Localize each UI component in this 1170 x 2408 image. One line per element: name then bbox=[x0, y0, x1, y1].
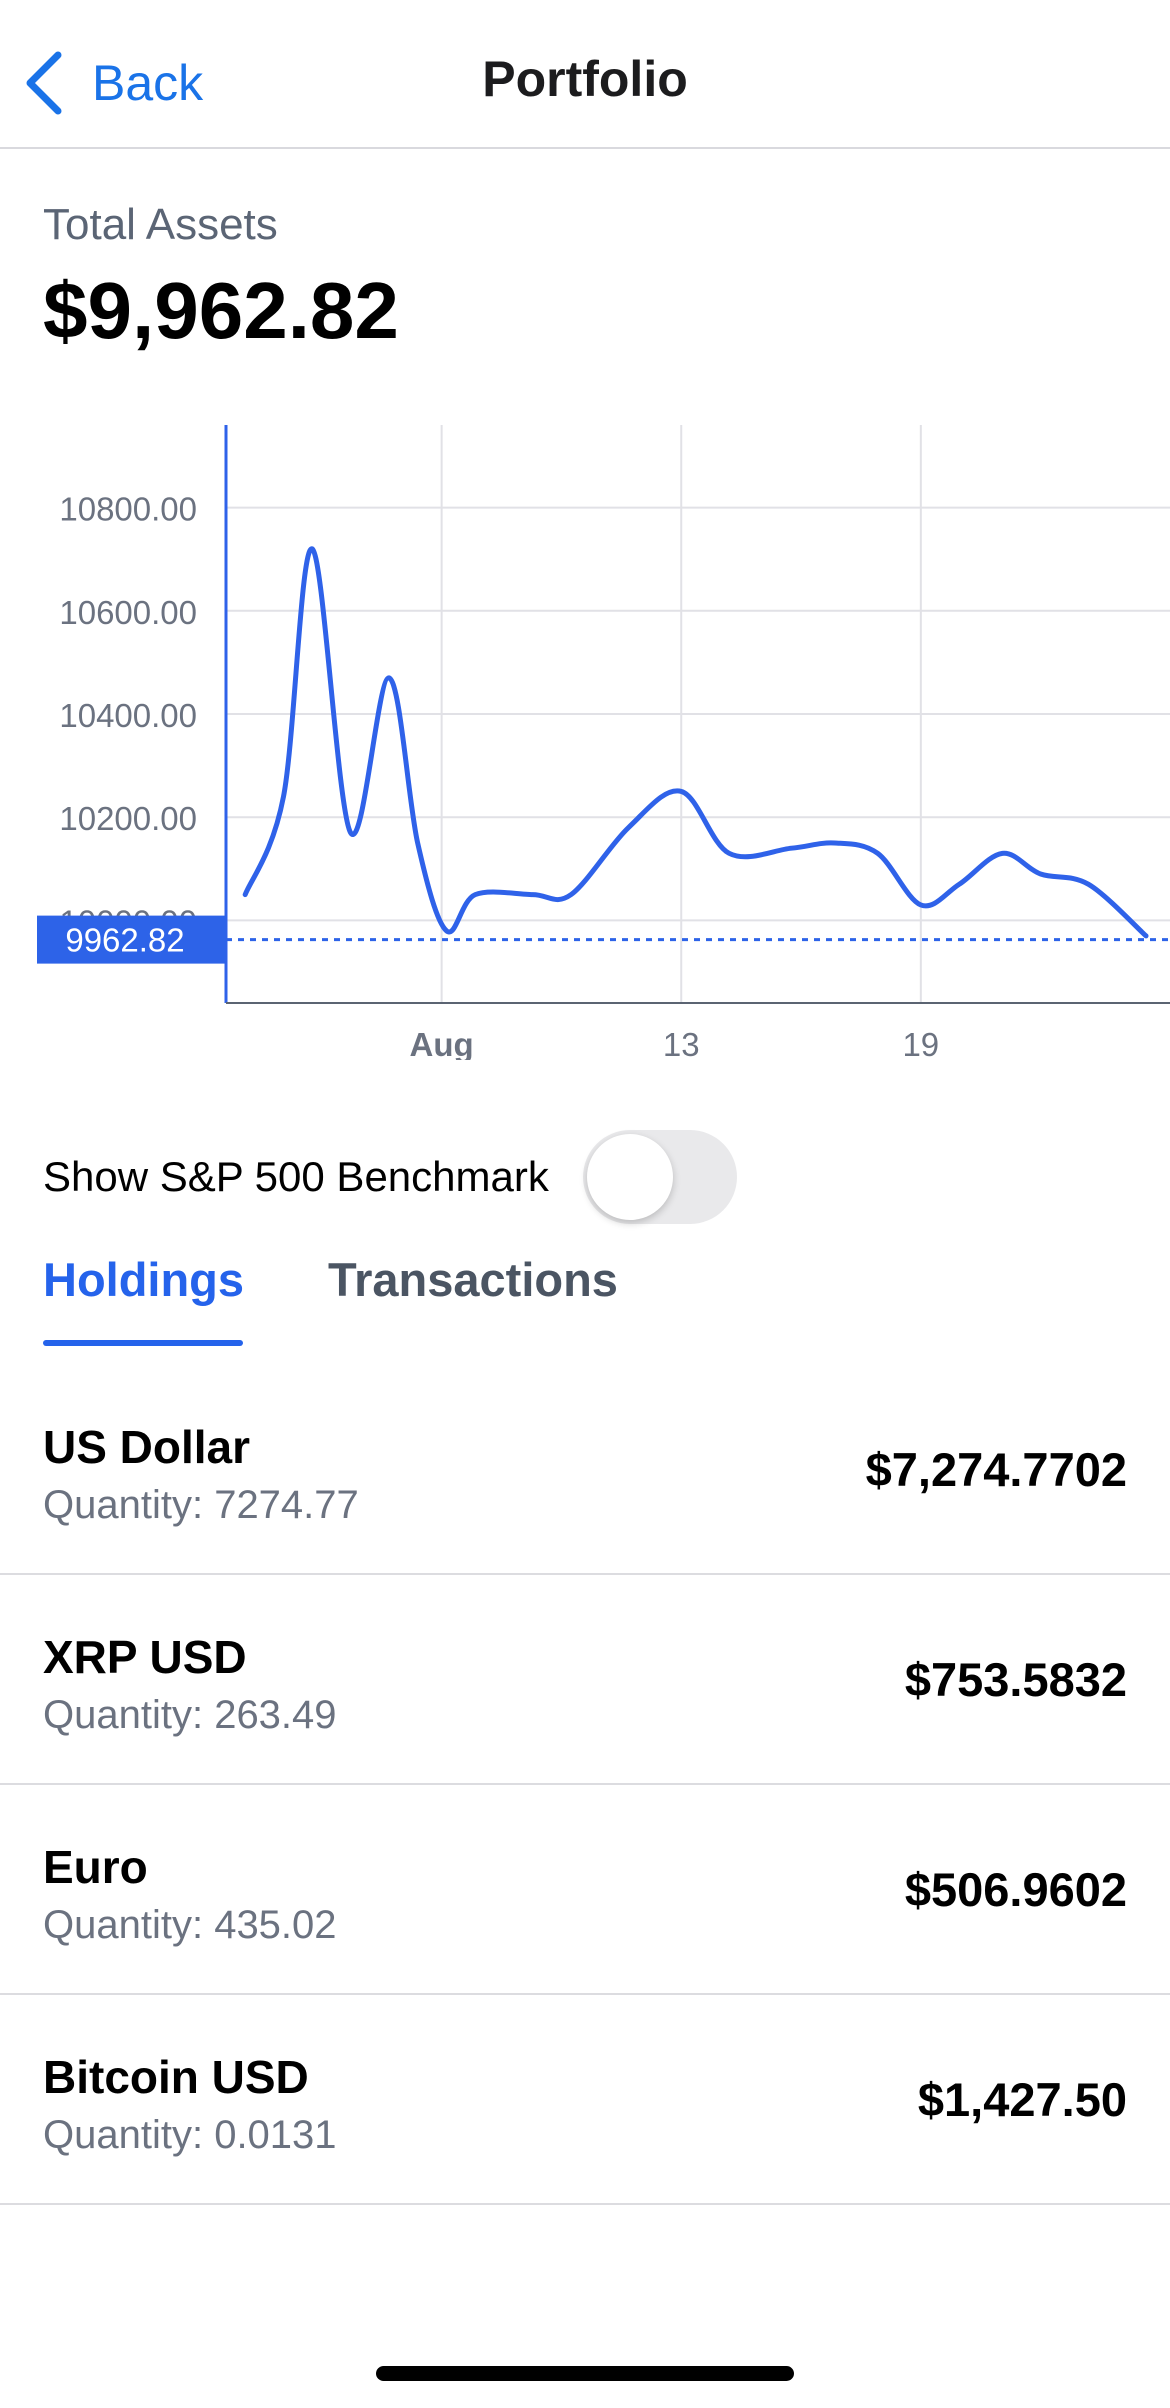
benchmark-toggle[interactable] bbox=[583, 1130, 737, 1224]
holding-name: Bitcoin USD bbox=[43, 2051, 309, 2103]
holding-quantity: Quantity: 7274.77 bbox=[43, 1483, 359, 1527]
holding-quantity: Quantity: 0.0131 bbox=[43, 2113, 337, 2157]
back-button[interactable]: Back bbox=[22, 48, 203, 118]
portfolio-series-line bbox=[242, 546, 1149, 939]
chevron-left-icon bbox=[26, 51, 62, 115]
holding-name: US Dollar bbox=[43, 1421, 251, 1473]
holding-row-bitcoin-usd[interactable]: Bitcoin USD Quantity: 0.0131 $1,427.50 bbox=[0, 1995, 1170, 2205]
holding-row-us-dollar[interactable]: US Dollar Quantity: 7274.77 $7,274.7702 bbox=[0, 1365, 1170, 1575]
portfolio-chart[interactable]: 10800.0010600.0010400.0010200.0010000.00… bbox=[0, 420, 1170, 1060]
benchmark-toggle-row: Show S&P 500 Benchmark bbox=[43, 1130, 1143, 1226]
total-assets-label: Total Assets bbox=[43, 200, 278, 249]
holdings-list: US Dollar Quantity: 7274.77 $7,274.7702 … bbox=[0, 1365, 1170, 2205]
tab-transactions[interactable]: Transactions bbox=[328, 1253, 618, 1306]
tab-holdings[interactable]: Holdings bbox=[43, 1253, 245, 1306]
holding-row-euro[interactable]: Euro Quantity: 435.02 $506.9602 bbox=[0, 1785, 1170, 1995]
holding-value: $506.9602 bbox=[904, 1863, 1127, 1916]
current-value-badge bbox=[37, 915, 226, 964]
holding-name: Euro bbox=[43, 1841, 148, 1893]
page-title: Portfolio bbox=[482, 51, 688, 107]
toggle-knob bbox=[587, 1134, 673, 1220]
back-label: Back bbox=[92, 55, 204, 111]
navigation-bar: Back Portfolio bbox=[0, 0, 1170, 149]
holding-quantity: Quantity: 435.02 bbox=[43, 1903, 337, 1947]
x-tick-label: Aug bbox=[410, 1026, 474, 1060]
active-tab-indicator bbox=[43, 1340, 243, 1346]
y-tick-label: 10600.00 bbox=[59, 594, 197, 631]
home-indicator bbox=[376, 2366, 794, 2381]
x-tick-label: 13 bbox=[663, 1026, 700, 1060]
x-tick-label: 19 bbox=[902, 1026, 939, 1060]
holding-name: XRP USD bbox=[43, 1631, 247, 1683]
holding-value: $7,274.7702 bbox=[865, 1443, 1127, 1496]
y-tick-label: 10800.00 bbox=[59, 491, 197, 528]
y-tick-label: 10400.00 bbox=[59, 697, 197, 734]
holding-quantity: Quantity: 263.49 bbox=[43, 1693, 337, 1737]
total-assets-value: $9,962.82 bbox=[43, 266, 399, 355]
current-value-label: 9962.82 bbox=[65, 922, 184, 959]
holding-value: $1,427.50 bbox=[917, 2073, 1127, 2126]
holding-value: $753.5832 bbox=[904, 1653, 1127, 1706]
holding-row-xrp-usd[interactable]: XRP USD Quantity: 263.49 $753.5832 bbox=[0, 1575, 1170, 1785]
y-tick-label: 10200.00 bbox=[59, 800, 197, 837]
benchmark-label: Show S&P 500 Benchmark bbox=[43, 1153, 549, 1200]
